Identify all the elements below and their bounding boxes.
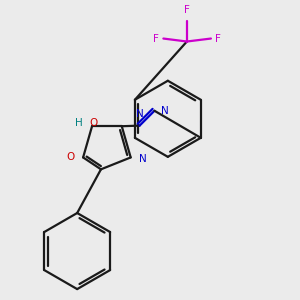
Text: N: N <box>139 154 147 164</box>
Text: H: H <box>75 118 83 128</box>
Text: O: O <box>90 118 98 128</box>
Text: F: F <box>184 5 190 15</box>
Text: N: N <box>136 109 143 119</box>
Text: O: O <box>67 152 75 162</box>
Text: F: F <box>153 34 159 44</box>
Text: N: N <box>161 106 169 116</box>
Text: F: F <box>215 34 221 44</box>
